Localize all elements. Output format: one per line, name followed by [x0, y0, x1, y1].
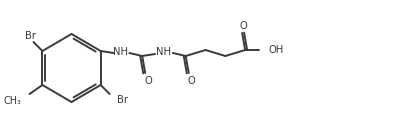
Text: O: O: [239, 21, 247, 31]
Text: CH₃: CH₃: [4, 96, 22, 106]
Text: NH: NH: [113, 47, 128, 57]
Text: O: O: [188, 76, 196, 86]
Text: Br: Br: [117, 95, 128, 105]
Text: OH: OH: [269, 45, 284, 55]
Text: Br: Br: [24, 31, 36, 41]
Text: NH: NH: [156, 47, 172, 57]
Text: O: O: [144, 76, 152, 86]
